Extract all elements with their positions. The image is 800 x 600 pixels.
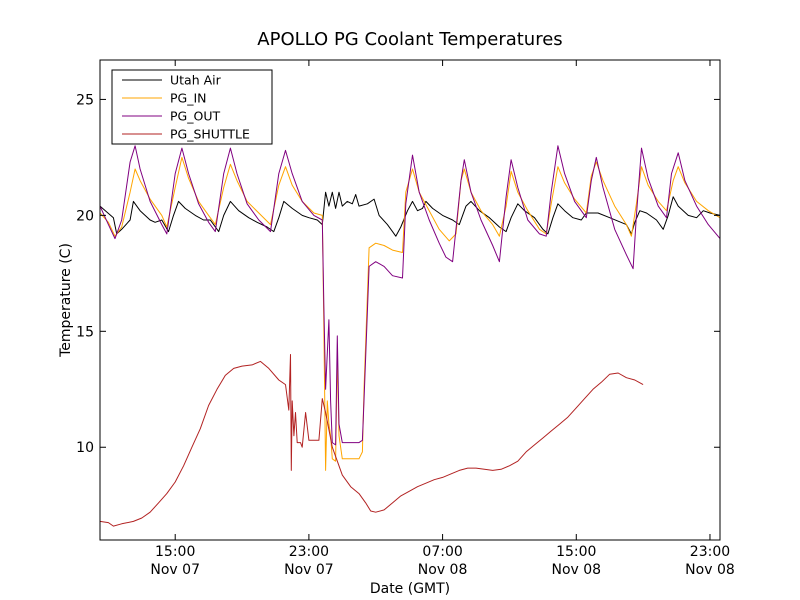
x-tick-label-date: Nov 07 — [150, 562, 200, 578]
legend-label: PG_IN — [170, 91, 207, 106]
x-tick-label-date: Nov 08 — [418, 562, 468, 578]
x-tick-label-time: 23:00 — [690, 544, 730, 560]
y-axis-label: Temperature (C) — [58, 243, 74, 358]
axis-ticks: 15:00 Nov 07 23:00 Nov 07 07:00 Nov 08 15:00 No… — [76, 60, 735, 578]
legend-label: PG_SHUTTLE — [170, 127, 250, 142]
y-tick-label: 15 — [76, 324, 94, 340]
x-tick-label-time: 15:00 — [556, 544, 596, 560]
series-lines — [99, 145, 721, 527]
legend-label: Utah Air — [170, 73, 222, 88]
series-line-pg-shuttle — [99, 354, 644, 527]
plot-area-frame — [99, 59, 721, 541]
x-tick-label-time: 15:00 — [155, 544, 195, 560]
series-line-pg-out — [99, 145, 721, 446]
chart-title: APOLLO PG Coolant Temperatures — [257, 29, 562, 50]
y-tick-label: 20 — [76, 208, 94, 224]
legend-box — [111, 69, 273, 145]
x-tick-label-time: 23:00 — [289, 544, 329, 560]
legend: Utah Air PG_IN PG_OUT PG_SHUTTLE — [111, 69, 273, 145]
y-tick-label: 25 — [76, 92, 94, 108]
x-tick-label-time: 07:00 — [422, 544, 462, 560]
y-tick-label: 10 — [76, 440, 94, 456]
x-tick-label-date: Nov 07 — [284, 562, 334, 578]
x-tick-label-date: Nov 08 — [685, 562, 735, 578]
x-tick-label-date: Nov 08 — [551, 562, 601, 578]
legend-label: PG_OUT — [170, 109, 220, 124]
x-axis-label: Date (GMT) — [370, 581, 450, 597]
